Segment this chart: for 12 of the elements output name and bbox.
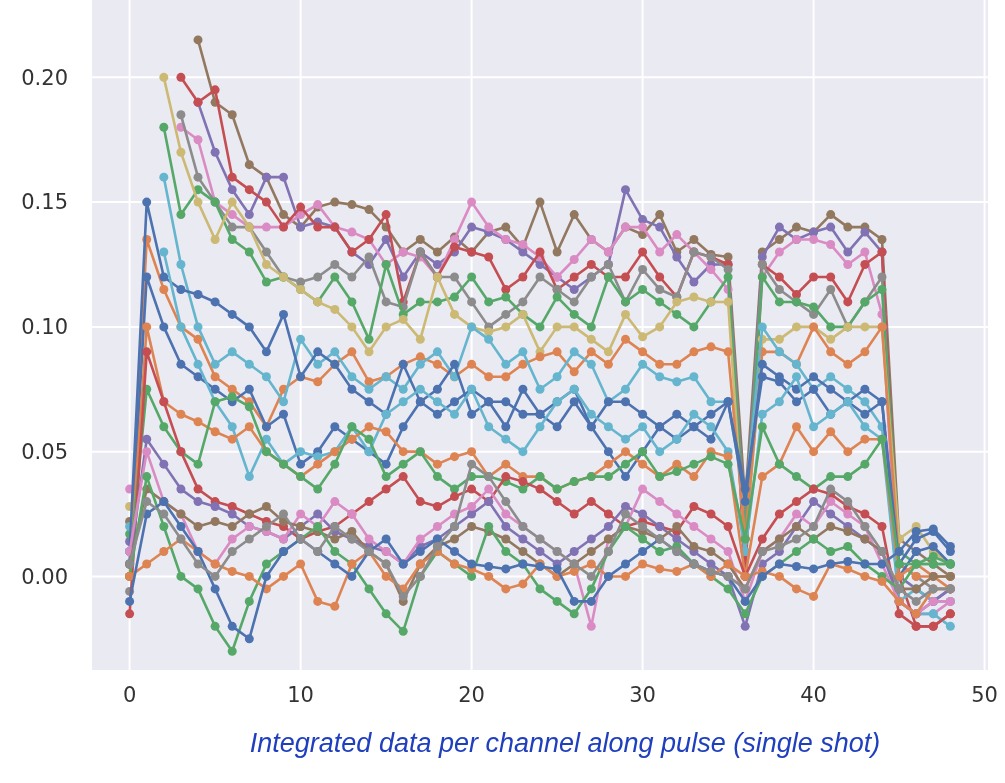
x-tick-label: 50 (971, 683, 998, 707)
y-tick-label: 0.15 (21, 190, 68, 215)
y-tick-label: 0.10 (21, 315, 68, 340)
x-tick-label: 20 (458, 683, 485, 707)
x-tick-label: 10 (287, 683, 314, 707)
y-tick-label: 0.00 (21, 564, 68, 589)
text: Integrated data per channel along pulse (single shot) (249, 728, 881, 758)
x-tick-label: 30 (629, 683, 656, 707)
x-tick-label: 40 (800, 683, 827, 707)
y-tick-label: 0.20 (21, 65, 68, 90)
x-tick-label: 0 (122, 683, 137, 707)
y-tick-label: 0.05 (21, 440, 68, 465)
